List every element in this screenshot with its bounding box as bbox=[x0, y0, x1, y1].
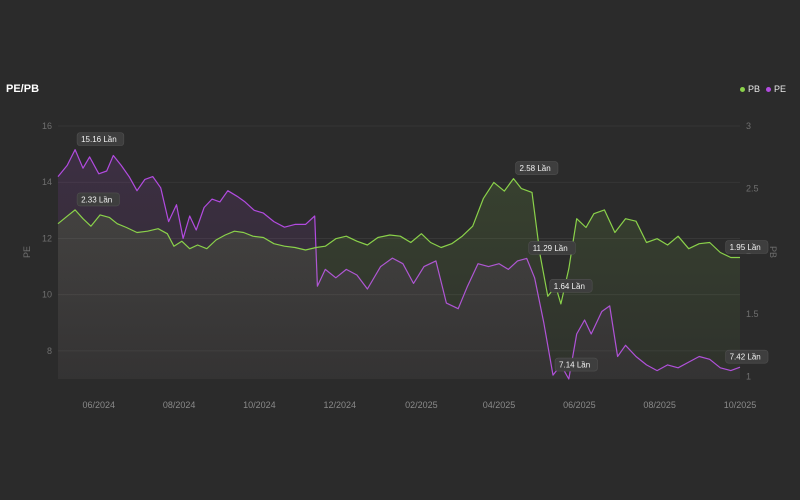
legend-item-pb[interactable]: PB bbox=[739, 84, 760, 94]
legend: PB PE bbox=[739, 84, 786, 94]
legend-pb-dot-icon bbox=[739, 86, 745, 92]
y-right-tick-0: 3 bbox=[746, 121, 751, 131]
x-tick-4: 02/2025 bbox=[405, 400, 438, 410]
callout-box bbox=[76, 192, 120, 207]
callout-label: 1.95 Lần bbox=[730, 243, 761, 252]
y-right-tick-3: 1.5 bbox=[746, 309, 759, 319]
callout-box bbox=[515, 161, 559, 175]
chart-title: PE/PB bbox=[6, 83, 40, 95]
callout-pb-2: 2.58 Lần bbox=[515, 161, 559, 175]
x-tick-0: 06/2024 bbox=[83, 400, 116, 410]
y-right-tick-4: 1 bbox=[746, 371, 751, 381]
callout-pb-1: 2.33 Lần bbox=[76, 192, 120, 207]
callout-box bbox=[549, 279, 593, 293]
callout-label: 2.33 Lần bbox=[81, 195, 112, 204]
x-tick-3: 12/2024 bbox=[323, 400, 356, 410]
pb-area bbox=[58, 178, 740, 379]
callout-label: 7.14 Lần bbox=[559, 361, 590, 370]
callout-pe-3: 11.29 Lần bbox=[528, 241, 576, 255]
y-left-tick-0: 16 bbox=[42, 121, 52, 131]
callout-box bbox=[725, 240, 769, 254]
callout-pe-5: 7.14 Lần bbox=[554, 357, 598, 372]
callout-label: 7.42 Lần bbox=[730, 353, 761, 362]
y-left-tick-4: 8 bbox=[47, 346, 52, 356]
callout-pb-4: 1.64 Lần bbox=[549, 279, 593, 293]
pb-line bbox=[57, 178, 740, 305]
callout-pe-7: 7.42 Lần bbox=[725, 349, 769, 364]
legend-pe-label: PE bbox=[773, 84, 786, 94]
x-tick-8: 10/2025 bbox=[724, 400, 757, 410]
legend-item-pe[interactable]: PE bbox=[765, 84, 786, 94]
x-tick-2: 10/2024 bbox=[243, 400, 276, 410]
x-tick-1: 08/2024 bbox=[163, 400, 196, 410]
callout-label: 1.64 Lần bbox=[554, 282, 585, 291]
callout-label: 2.58 Lần bbox=[520, 164, 551, 173]
callout-box bbox=[554, 357, 598, 372]
y-right-tick-1: 2.5 bbox=[746, 184, 759, 194]
x-tick-5: 04/2025 bbox=[483, 400, 516, 410]
legend-pe-dot-icon bbox=[765, 86, 771, 92]
callout-box bbox=[725, 349, 769, 364]
legend-pb-label: PB bbox=[747, 84, 760, 94]
y-left-tick-1: 14 bbox=[42, 177, 52, 187]
y-left-tick-3: 10 bbox=[42, 290, 52, 300]
callout-label: 15.16 Lần bbox=[81, 135, 117, 144]
callout-label: 11.29 Lần bbox=[533, 244, 568, 253]
y-left-axis-title: PE bbox=[22, 246, 32, 258]
x-tick-6: 06/2025 bbox=[563, 400, 596, 410]
y-right-axis-title: PB bbox=[768, 246, 778, 258]
y-left-tick-2: 12 bbox=[42, 233, 52, 243]
callout-box bbox=[528, 241, 576, 255]
callout-pe-0: 15.16 Lần bbox=[76, 132, 125, 146]
x-tick-7: 08/2025 bbox=[643, 400, 676, 410]
callout-box bbox=[76, 132, 125, 146]
callout-pb-6: 1.95 Lần bbox=[725, 240, 769, 254]
